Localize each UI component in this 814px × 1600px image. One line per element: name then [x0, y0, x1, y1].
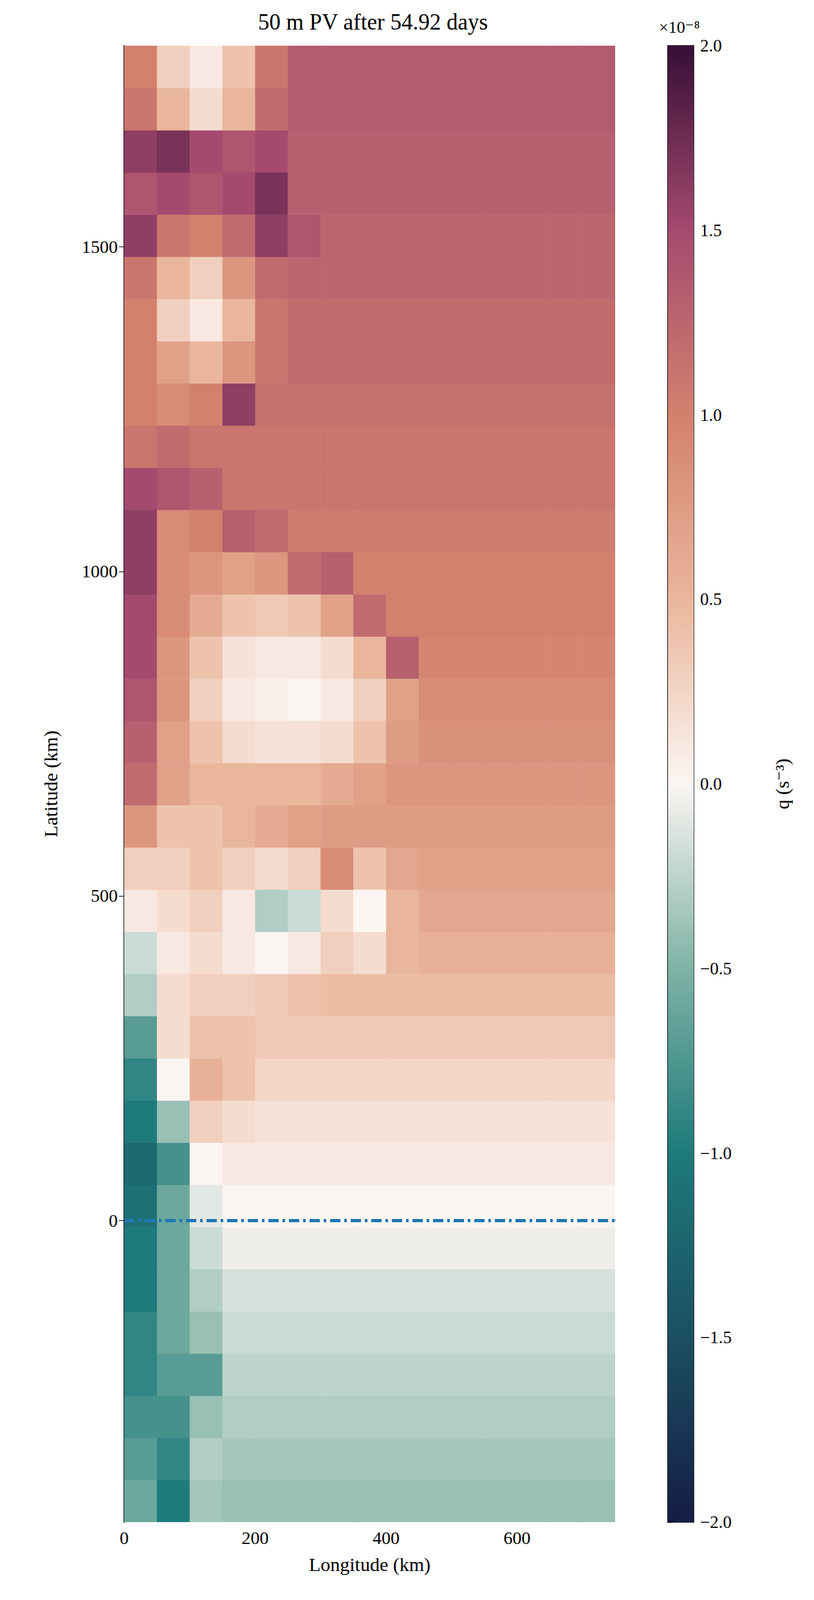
- svg-text:200: 200: [241, 1527, 269, 1548]
- svg-text:2.0: 2.0: [700, 36, 722, 56]
- svg-text:500: 500: [90, 885, 118, 906]
- svg-text:1.0: 1.0: [700, 405, 722, 425]
- svg-text:Latitude (km): Latitude (km): [39, 730, 62, 838]
- svg-text:−0.5: −0.5: [700, 958, 732, 979]
- svg-text:0: 0: [119, 1527, 129, 1548]
- svg-text:−1.5: −1.5: [700, 1327, 732, 1347]
- svg-text:50 m PV after 54.92 days: 50 m PV after 54.92 days: [258, 9, 488, 35]
- svg-text:×10⁻⁸: ×10⁻⁸: [658, 18, 700, 37]
- svg-text:0: 0: [108, 1210, 118, 1231]
- svg-text:600: 600: [503, 1527, 531, 1548]
- svg-text:−1.0: −1.0: [700, 1143, 732, 1163]
- svg-text:q (s⁻³): q (s⁻³): [771, 758, 794, 810]
- svg-text:1.5: 1.5: [700, 220, 722, 241]
- svg-text:400: 400: [372, 1527, 400, 1548]
- svg-text:1000: 1000: [81, 561, 118, 582]
- svg-text:0.5: 0.5: [700, 589, 722, 609]
- svg-text:Longitude (km): Longitude (km): [308, 1553, 431, 1576]
- svg-text:0.0: 0.0: [700, 774, 722, 794]
- svg-text:1500: 1500: [81, 236, 118, 257]
- svg-text:−2.0: −2.0: [700, 1512, 732, 1532]
